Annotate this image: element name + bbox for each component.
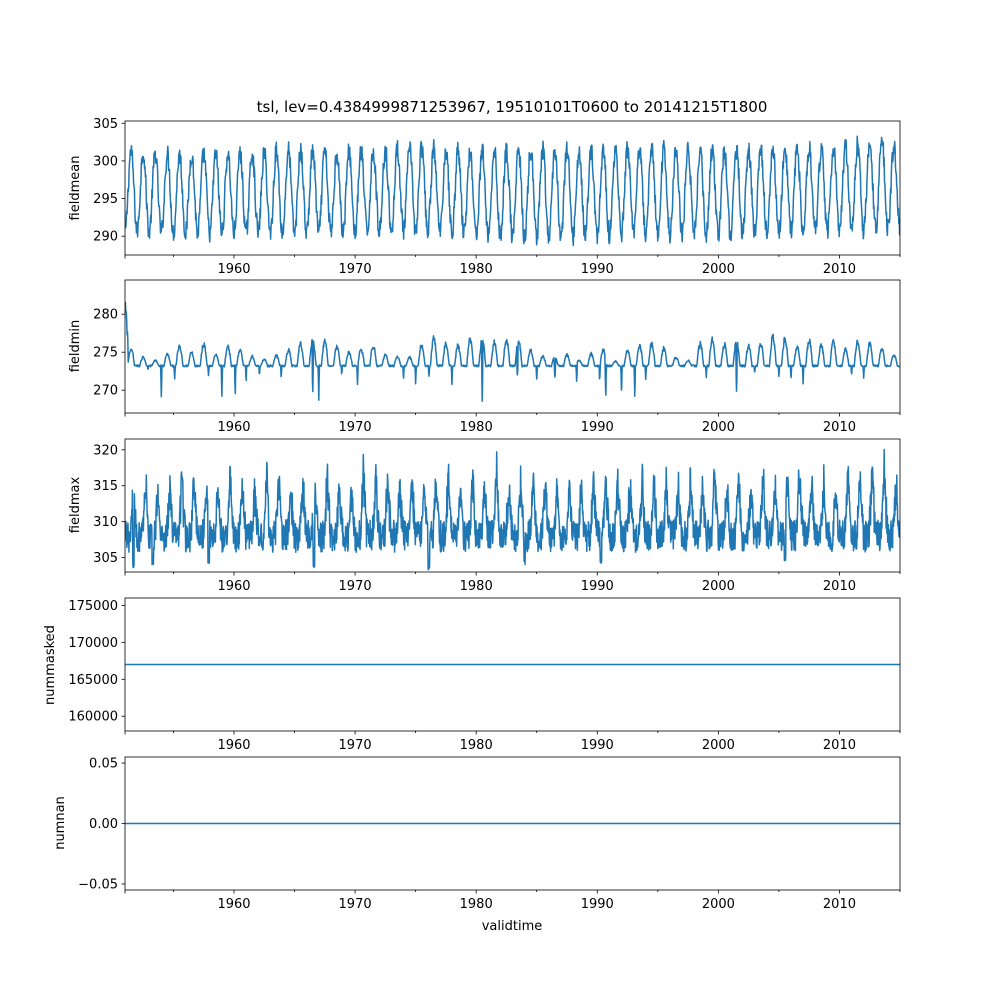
fieldmean-xtick-label: 2010	[823, 262, 856, 277]
fieldmin-xtick-label: 1970	[339, 420, 372, 435]
fieldmin-axes-frame	[124, 279, 901, 414]
fieldmean-ytick-label: 295	[93, 192, 118, 207]
fieldmax-series-line	[125, 448, 900, 571]
numnan-ytick-label: 0.00	[89, 817, 118, 832]
numnan-xtick-label: 1980	[460, 897, 493, 912]
figure-title: tsl, lev=0.4384999871253967, 19510101T06…	[257, 98, 768, 116]
fieldmax-xtick-label: 1960	[217, 579, 250, 594]
numnan-xtick-label: 1960	[217, 897, 250, 912]
fieldmax-xtick-label: 1990	[581, 579, 614, 594]
fieldmean-xtick-label: 1980	[460, 262, 493, 277]
fieldmin-xtick-label: 1980	[460, 420, 493, 435]
ylabel-fieldmin: fieldmin	[68, 320, 83, 373]
subplot-fieldmax: fieldmax 1960 1970 1980 1990 2000 2010 305 310 3…	[68, 438, 901, 594]
fieldmin-ytick-label: 275	[93, 346, 118, 361]
fieldmean-axes-frame	[124, 120, 901, 256]
fieldmean-series-line	[125, 135, 900, 247]
nummasked-ytick-label: 170000	[68, 636, 118, 651]
nummasked-axes-frame	[124, 597, 901, 732]
fieldmax-xtick-label: 1970	[339, 579, 372, 594]
nummasked-xtick-label: 1960	[217, 738, 250, 753]
numnan-ytick-label: 0.05	[89, 757, 118, 772]
ylabel-nummasked: nummasked	[43, 625, 58, 705]
fieldmean-xtick-label: 1970	[339, 262, 372, 277]
fieldmean-xtick-label: 1990	[581, 262, 614, 277]
fieldmean-xtick-label: 1960	[217, 262, 250, 277]
fieldmin-xtick-label: 1960	[217, 420, 250, 435]
subplot-numnan: numnan 1960 1970 1980 1990 2000 2010 −0.05 0.00…	[53, 757, 901, 912]
nummasked-ytick-label: 160000	[68, 710, 118, 725]
numnan-xtick-label: 2000	[702, 897, 735, 912]
numnan-xtick-label: 1970	[339, 897, 372, 912]
fieldmax-xtick-label: 1980	[460, 579, 493, 594]
fieldmin-ytick-label: 280	[93, 308, 118, 323]
ylabel-numnan: numnan	[53, 796, 68, 850]
fieldmean-xtick-label: 2000	[702, 262, 735, 277]
x-axis-label: validtime	[482, 919, 543, 934]
fieldmean-ytick-label: 305	[93, 117, 118, 132]
fieldmin-xtick-label: 1990	[581, 420, 614, 435]
fieldmin-xtick-label: 2000	[702, 420, 735, 435]
fieldmean-ytick-label: 290	[93, 230, 118, 245]
fieldmax-xtick-label: 2010	[823, 579, 856, 594]
nummasked-xtick-label: 1970	[339, 738, 372, 753]
nummasked-ytick-label: 175000	[68, 599, 118, 614]
ylabel-fieldmean: fieldmean	[68, 156, 83, 221]
fieldmax-axes-frame	[124, 438, 901, 573]
nummasked-xtick-label: 1990	[581, 738, 614, 753]
ylabel-fieldmax: fieldmax	[68, 477, 83, 534]
fieldmax-xtick-label: 2000	[702, 579, 735, 594]
fieldmax-ytick-label: 320	[93, 443, 118, 458]
subplot-nummasked: nummasked 1960 1970 1980 1990 2000 2010 160000…	[43, 597, 901, 753]
fieldmax-ytick-label: 315	[93, 479, 118, 494]
numnan-xtick-label: 2010	[823, 897, 856, 912]
fieldmin-ytick-label: 270	[93, 384, 118, 399]
nummasked-xtick-label: 2000	[702, 738, 735, 753]
nummasked-xtick-label: 2010	[823, 738, 856, 753]
nummasked-xtick-label: 1980	[460, 738, 493, 753]
fieldmin-xtick-label: 2010	[823, 420, 856, 435]
fieldmin-series-line	[125, 301, 900, 403]
fieldmax-ytick-label: 310	[93, 515, 118, 530]
subplot-fieldmean: fieldmean 1960 1970 1980 1990 2000 2010 290 295…	[68, 117, 901, 277]
fieldmean-ytick-label: 300	[93, 154, 118, 169]
fieldmax-ytick-label: 305	[93, 551, 118, 566]
subplot-fieldmin: fieldmin 1960 1970 1980 1990 2000 2010 270 275 2…	[68, 279, 901, 435]
nummasked-ytick-label: 165000	[68, 673, 118, 688]
numnan-ytick-label: −0.05	[78, 877, 118, 892]
numnan-xtick-label: 1990	[581, 897, 614, 912]
